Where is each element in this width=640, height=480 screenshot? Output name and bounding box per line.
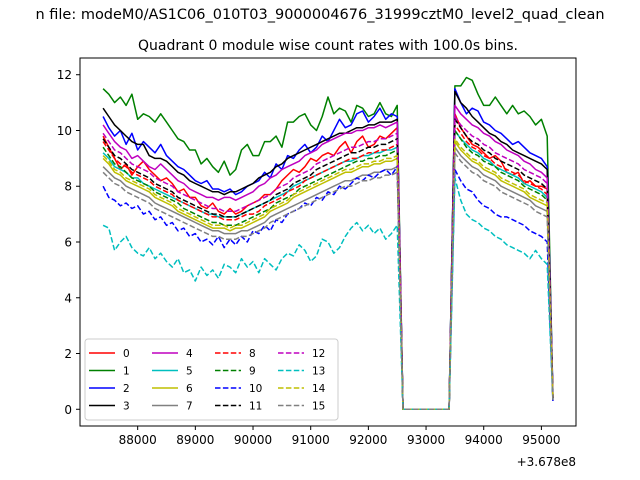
legend-label: 11 <box>249 401 262 413</box>
series-line-1 <box>102 76 554 411</box>
series-line-14 <box>102 138 554 411</box>
x-tick-label: 94000 <box>465 433 503 447</box>
x-tick-label: 93000 <box>407 433 445 447</box>
y-tick-label: 0 <box>64 403 72 417</box>
y-tick-label: 2 <box>64 347 72 361</box>
legend-label: 6 <box>186 383 193 395</box>
x-tick-label: 90000 <box>234 433 272 447</box>
legend-label: 7 <box>186 401 193 413</box>
x-tick-label: 89000 <box>176 433 214 447</box>
y-axis: 0 2 4 6 8 10 12 <box>57 68 80 417</box>
x-tick-label: 92000 <box>349 433 387 447</box>
legend-box <box>84 338 339 421</box>
series-line-9 <box>102 129 554 411</box>
series-line-7 <box>102 146 554 411</box>
y-tick-label: 10 <box>57 124 72 138</box>
legend-label: 0 <box>123 348 130 360</box>
legend-label: 4 <box>186 348 193 360</box>
x-axis: 88000 89000 90000 91000 92000 93000 94000 95000 <box>119 426 560 447</box>
legend-label: 2 <box>123 383 130 395</box>
x-offset-label: +3.678e8 <box>517 455 576 469</box>
y-tick-label: 12 <box>57 68 72 82</box>
series-line-3 <box>102 90 554 411</box>
chart-title: Quadrant 0 module wise count rates with … <box>138 38 518 54</box>
series-line-6 <box>102 140 554 411</box>
y-tick-label: 8 <box>64 180 72 194</box>
legend-label: 15 <box>312 401 325 413</box>
y-tick-label: 6 <box>64 236 72 250</box>
legend-label: 5 <box>186 366 193 378</box>
y-tick-label: 4 <box>64 291 72 305</box>
series-line-12 <box>102 115 554 411</box>
series-line-8 <box>102 124 554 411</box>
legend-label: 12 <box>312 348 325 360</box>
x-tick-label: 91000 <box>292 433 330 447</box>
legend-label: 1 <box>123 366 130 378</box>
legend-label: 3 <box>123 401 130 413</box>
series-line-11 <box>102 118 554 411</box>
series-layer <box>102 76 554 411</box>
figure-suptitle: n file: modeM0/AS1C06_010T03_9000004676_… <box>35 7 604 23</box>
x-tick-label: 95000 <box>522 433 560 447</box>
legend-label: 14 <box>312 383 326 395</box>
series-line-4 <box>102 104 554 411</box>
series-line-15 <box>102 152 554 411</box>
x-tick-label: 88000 <box>119 433 157 447</box>
series-line-10 <box>102 165 554 411</box>
legend-label: 10 <box>249 383 262 395</box>
legend-label: 13 <box>312 366 325 378</box>
legend-label: 8 <box>249 348 256 360</box>
legend-label: 9 <box>249 366 256 378</box>
